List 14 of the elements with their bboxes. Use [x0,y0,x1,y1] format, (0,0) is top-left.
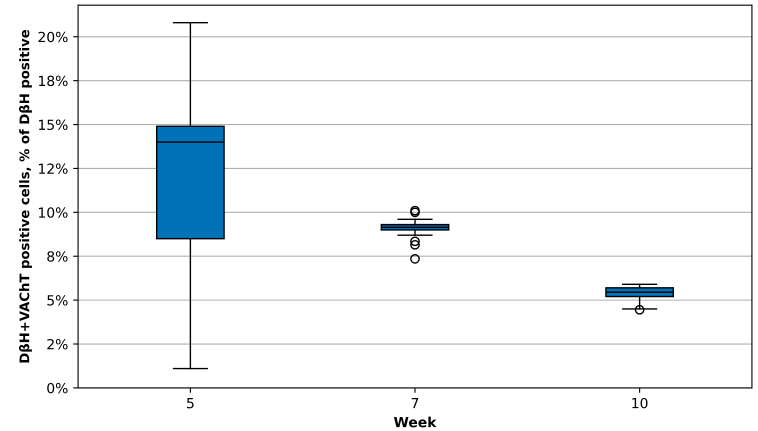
y-tick-label: 18% [39,76,68,86]
y-tick-label: 15% [39,120,68,130]
x-tick-label: 10 [632,398,648,408]
x-tick-label: 7 [412,398,418,408]
y-tick-label: 10% [39,207,68,218]
y-tick-label: 20% [38,32,68,42]
y-tick-label: 5% [47,295,68,306]
y-tick-label: 8% [47,251,68,262]
x-tick-label: 5 [187,398,194,408]
y-tick-label: 2% [47,338,68,350]
x-axis-title: Week [394,416,437,428]
y-axis-title: DβH+VAChT positive cells, % of DβH positive [18,30,32,362]
y-tick-label: 12% [39,163,68,174]
y-tick-label: 0% [47,382,68,394]
